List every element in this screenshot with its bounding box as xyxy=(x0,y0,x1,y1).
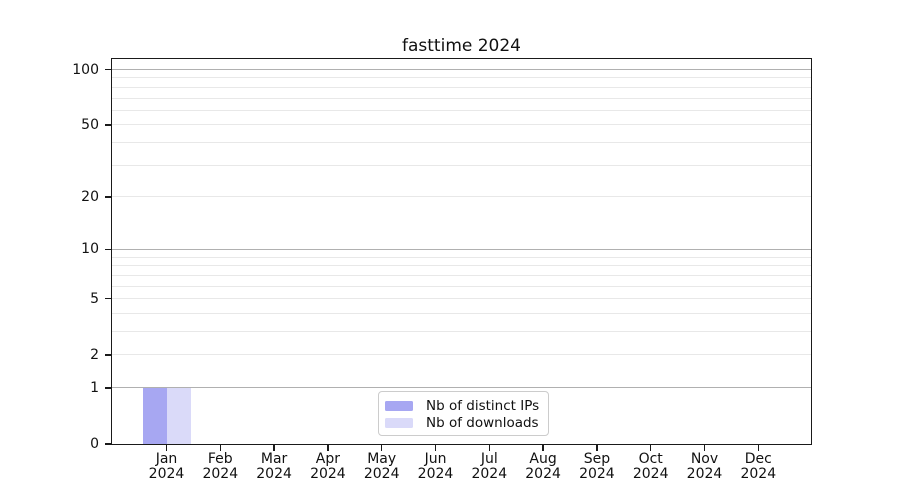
x-tick xyxy=(596,445,598,451)
minor-gridline xyxy=(112,142,811,144)
minor-gridline xyxy=(112,274,811,276)
x-tick-year: 2024 xyxy=(256,466,292,482)
x-tick-month: Jul xyxy=(480,451,498,467)
x-tick-year: 2024 xyxy=(202,466,239,482)
major-gridline xyxy=(112,69,811,71)
y-tick xyxy=(105,297,111,300)
x-tick xyxy=(273,445,275,451)
minor-gridline xyxy=(112,124,811,126)
x-tick-year: 2024 xyxy=(363,466,400,482)
legend-swatch xyxy=(385,400,413,411)
x-tick-label: Jul 2024 xyxy=(444,452,534,482)
x-tick-label: Aug 2024 xyxy=(498,452,588,482)
y-tick xyxy=(105,248,111,251)
x-tick xyxy=(757,445,760,451)
x-tick-label: Jan 2024 xyxy=(122,452,212,482)
legend-entry: Nb of downloads xyxy=(385,414,542,431)
chart-title: fasttime 2024 xyxy=(402,36,521,56)
minor-gridline xyxy=(112,354,811,356)
x-tick xyxy=(219,445,222,451)
legend-label: Nb of downloads xyxy=(426,414,539,431)
legend-label: Nb of distinct IPs xyxy=(426,397,540,414)
minor-gridline xyxy=(112,298,811,300)
x-tick-month: Apr xyxy=(315,451,340,467)
y-tick-label: 100 xyxy=(72,61,99,78)
x-tick-label: Apr 2024 xyxy=(283,452,373,482)
x-tick-year: 2024 xyxy=(740,466,777,482)
minor-gridline xyxy=(112,265,811,267)
x-tick xyxy=(649,445,652,451)
legend-entry: Nb of distinct IPs xyxy=(385,397,542,414)
x-tick-year: 2024 xyxy=(579,466,615,482)
bar-downloads xyxy=(166,387,191,444)
y-tick-label: 2 xyxy=(90,346,99,363)
x-tick xyxy=(165,445,168,451)
x-tick-month: Jan xyxy=(155,451,178,467)
y-tick xyxy=(105,354,111,356)
major-gridline xyxy=(112,387,811,389)
x-tick xyxy=(434,445,437,451)
x-tick-label: Mar 2024 xyxy=(229,452,319,482)
minor-gridline xyxy=(112,285,811,287)
x-tick xyxy=(327,445,329,451)
minor-gridline xyxy=(112,312,811,314)
x-tick-month: Nov xyxy=(690,451,719,467)
y-tick-label: 0 xyxy=(90,436,99,452)
x-tick-year: 2024 xyxy=(310,466,346,482)
x-tick-label: Oct 2024 xyxy=(606,452,696,482)
x-tick-label: Sep 2024 xyxy=(552,452,642,482)
x-tick-year: 2024 xyxy=(632,466,669,482)
x-tick-year: 2024 xyxy=(525,466,561,482)
x-tick-month: Dec xyxy=(744,451,772,467)
y-tick-label: 20 xyxy=(81,188,99,205)
y-tick xyxy=(105,68,111,71)
y-tick xyxy=(105,443,111,445)
x-tick-month: May xyxy=(367,451,397,467)
x-tick-month: Aug xyxy=(529,451,557,467)
x-tick xyxy=(703,445,706,451)
minor-gridline xyxy=(112,97,811,99)
y-tick-label: 10 xyxy=(81,241,99,258)
x-tick-label: Feb 2024 xyxy=(175,452,265,482)
x-tick-month: Feb xyxy=(207,451,233,467)
x-tick xyxy=(380,445,383,451)
x-tick-label: May 2024 xyxy=(337,452,427,482)
y-tick-label: 50 xyxy=(81,116,99,133)
minor-gridline xyxy=(112,164,811,166)
x-tick xyxy=(488,445,491,451)
x-tick-year: 2024 xyxy=(148,466,185,482)
x-tick-label: Jun 2024 xyxy=(391,452,481,482)
minor-gridline xyxy=(112,256,811,258)
x-tick-year: 2024 xyxy=(417,466,454,482)
legend-swatch xyxy=(385,417,413,428)
y-tick-label: 1 xyxy=(90,379,99,396)
plot-area xyxy=(105,58,812,451)
x-tick-label: Nov 2024 xyxy=(660,452,750,482)
x-tick-year: 2024 xyxy=(471,466,508,482)
x-tick-month: Jun xyxy=(424,451,447,467)
x-tick-month: Oct xyxy=(638,451,663,467)
minor-gridline xyxy=(112,196,811,198)
x-tick-label: Dec 2024 xyxy=(713,452,803,482)
minor-gridline xyxy=(112,86,811,88)
bar-distinct-ips xyxy=(142,387,167,444)
x-tick xyxy=(542,445,544,451)
x-tick-month: Sep xyxy=(583,451,611,467)
legend: Nb of distinct IPs Nb of downloads xyxy=(378,391,549,436)
minor-gridline xyxy=(112,109,811,111)
minor-gridline xyxy=(112,77,811,79)
x-tick-year: 2024 xyxy=(686,466,723,482)
y-tick xyxy=(105,124,111,126)
y-tick xyxy=(105,196,111,198)
y-tick-label: 5 xyxy=(90,290,99,307)
x-tick-month: Mar xyxy=(260,451,288,467)
minor-gridline xyxy=(112,331,811,333)
major-gridline xyxy=(112,248,811,250)
y-tick xyxy=(105,387,111,389)
